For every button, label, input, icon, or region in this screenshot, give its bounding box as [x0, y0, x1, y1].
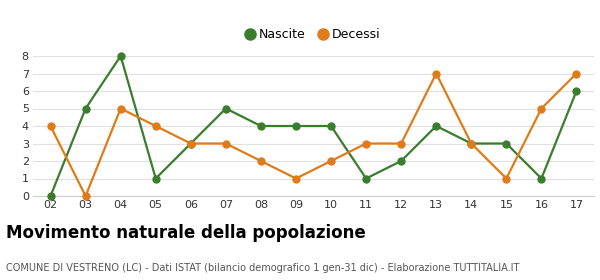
Text: COMUNE DI VESTRENO (LC) - Dati ISTAT (bilancio demografico 1 gen-31 dic) - Elabo: COMUNE DI VESTRENO (LC) - Dati ISTAT (bi… — [6, 263, 520, 273]
Text: Movimento naturale della popolazione: Movimento naturale della popolazione — [6, 224, 366, 242]
Legend: Nascite, Decessi: Nascite, Decessi — [242, 23, 385, 46]
